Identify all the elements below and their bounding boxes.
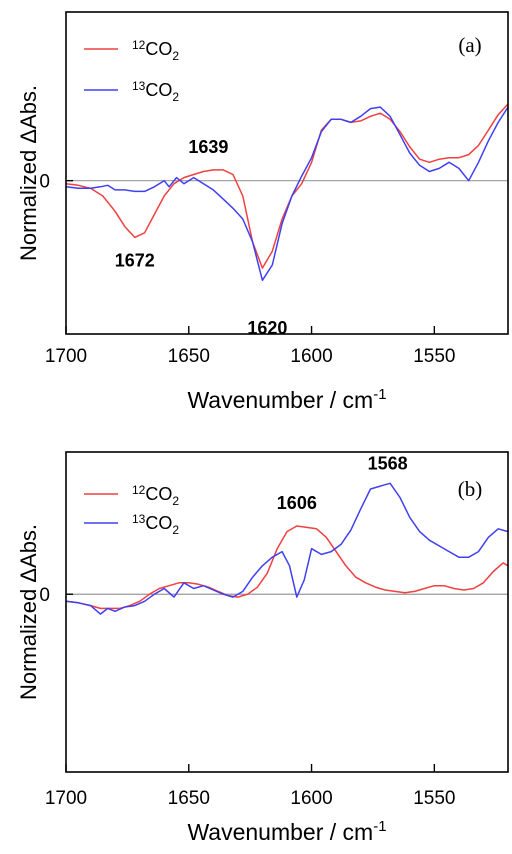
x-tick-label: 1550 [413, 346, 455, 367]
series-line-13co2 [65, 106, 509, 282]
chart-panel-a: 1700 1650 1600 1550 0 Wavenumber / cm-1 Normal… [16, 11, 509, 413]
x-axis-label: Wavenumber / cm-1 [187, 818, 386, 845]
plot-frame [65, 451, 509, 773]
x-tick-label: 1650 [168, 788, 210, 809]
series-line-12co2 [65, 525, 509, 610]
legend-label-12co2: 12CO2 [132, 38, 179, 63]
series-line-13co2 [65, 482, 509, 615]
legend-label-12co2: 12CO2 [132, 483, 179, 508]
legend-label-13co2: 13CO2 [132, 512, 179, 537]
panel-label: (b) [458, 477, 483, 501]
y-tick-label: 0 [39, 585, 50, 606]
y-tick-label: 0 [39, 172, 50, 193]
plot-frame [65, 11, 509, 335]
x-axis-label: Wavenumber / cm-1 [187, 386, 386, 413]
series-line-12co2 [65, 103, 509, 269]
x-tick-label: 1650 [168, 346, 210, 367]
peak-annotation: 1620 [247, 318, 287, 338]
peak-annotation: 1606 [277, 493, 317, 513]
peak-annotation: 1568 [368, 453, 408, 473]
x-tick-label: 1700 [45, 346, 87, 367]
legend-label-13co2: 13CO2 [132, 79, 179, 104]
x-tick-label: 1600 [290, 346, 332, 367]
y-axis-label: Normalized ΔAbs. [16, 85, 41, 261]
y-axis-label: Normalized ΔAbs. [16, 524, 41, 700]
x-tick-label: 1550 [413, 788, 455, 809]
peak-annotation: 1672 [115, 250, 155, 270]
panel-label: (a) [458, 33, 481, 57]
peak-annotation: 1639 [188, 137, 228, 157]
x-tick-label: 1600 [290, 788, 332, 809]
x-tick-label: 1700 [45, 788, 87, 809]
chart-panel-b: 1700 1650 1600 1550 0 Wavenumber / cm-1 Normal… [16, 451, 509, 845]
